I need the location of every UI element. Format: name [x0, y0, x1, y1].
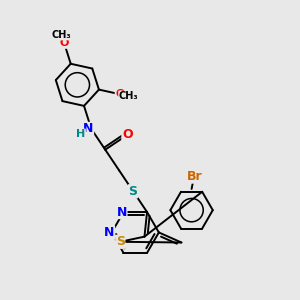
Text: O: O — [115, 89, 124, 99]
Text: N: N — [83, 122, 94, 135]
Text: O: O — [122, 128, 133, 141]
Text: N: N — [104, 226, 115, 239]
Text: Br: Br — [187, 170, 202, 183]
Text: S: S — [116, 235, 125, 248]
Text: CH₃: CH₃ — [119, 91, 138, 101]
Text: S: S — [129, 185, 138, 198]
Text: O: O — [60, 38, 69, 48]
Text: N: N — [116, 206, 127, 218]
Text: H: H — [76, 129, 85, 139]
Text: CH₃: CH₃ — [52, 30, 71, 40]
